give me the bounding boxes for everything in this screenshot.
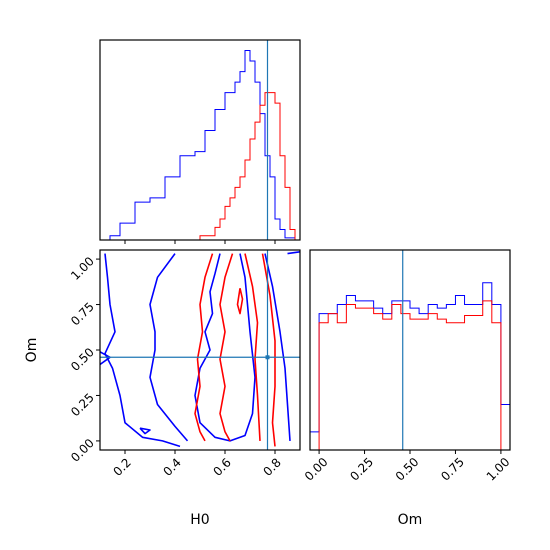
contour-line-1-0 bbox=[194, 253, 214, 442]
joint-xtick-label-3: 0.8 bbox=[260, 455, 283, 478]
joint-contour-panel: 0.2 0.4 0.6 0.8 0.00 0.25 0.50 0.75 1.00 bbox=[68, 249, 301, 479]
om-xtick-label-2: 0.50 bbox=[393, 455, 422, 484]
h0-hist-series-0 bbox=[100, 50, 300, 241]
om-xtick-label-0: 0.00 bbox=[302, 455, 331, 484]
contour-line-1-4 bbox=[236, 288, 244, 315]
joint-ytick-label-4: 1.00 bbox=[68, 254, 97, 283]
contour-line-1-1 bbox=[219, 253, 234, 442]
contour-line-0-2 bbox=[194, 253, 256, 442]
contour-line-0-0 bbox=[104, 253, 181, 448]
x-axis-label-h0: H0 bbox=[190, 512, 209, 528]
joint-truth-marker bbox=[265, 355, 270, 360]
joint-ytick-label-1: 0.25 bbox=[68, 391, 97, 420]
om-xtick-label-3: 0.75 bbox=[438, 455, 467, 484]
joint-xtick-label-0: 0.2 bbox=[110, 455, 133, 478]
joint-ytick-label-0: 0.00 bbox=[68, 436, 97, 465]
h0-marginal-panel bbox=[99, 39, 301, 244]
joint-ytick-label-3: 0.75 bbox=[68, 300, 97, 329]
om-xtick-label-4: 1.00 bbox=[484, 455, 513, 484]
joint-xtick-label-2: 0.6 bbox=[210, 455, 233, 478]
contour-line-0-4 bbox=[287, 251, 300, 255]
om-xtick-label-1: 0.25 bbox=[347, 455, 376, 484]
om-marginal-frame bbox=[309, 249, 511, 451]
contour-line-1-2 bbox=[244, 253, 261, 441]
y-axis-label-om: Om bbox=[24, 338, 40, 363]
om-hist-series-1 bbox=[310, 300, 510, 451]
joint-contour-group bbox=[100, 251, 300, 448]
om-marginal-panel: 0.00 0.25 0.50 0.75 1.00 bbox=[302, 249, 513, 484]
h0-marginal-frame bbox=[99, 39, 301, 241]
om-hist-series-0 bbox=[309, 282, 511, 450]
joint-frame bbox=[99, 249, 301, 451]
contour-line-1-3 bbox=[261, 253, 276, 447]
joint-ytick-label-2: 0.50 bbox=[68, 345, 97, 374]
contour-line-0-3 bbox=[264, 253, 291, 441]
contour-line-0-1 bbox=[149, 253, 189, 442]
contour-line-0-6 bbox=[100, 351, 111, 366]
joint-xtick-label-1: 0.4 bbox=[160, 455, 183, 478]
x-axis-label-om: Om bbox=[398, 512, 423, 528]
contour-line-0-5 bbox=[139, 427, 151, 435]
